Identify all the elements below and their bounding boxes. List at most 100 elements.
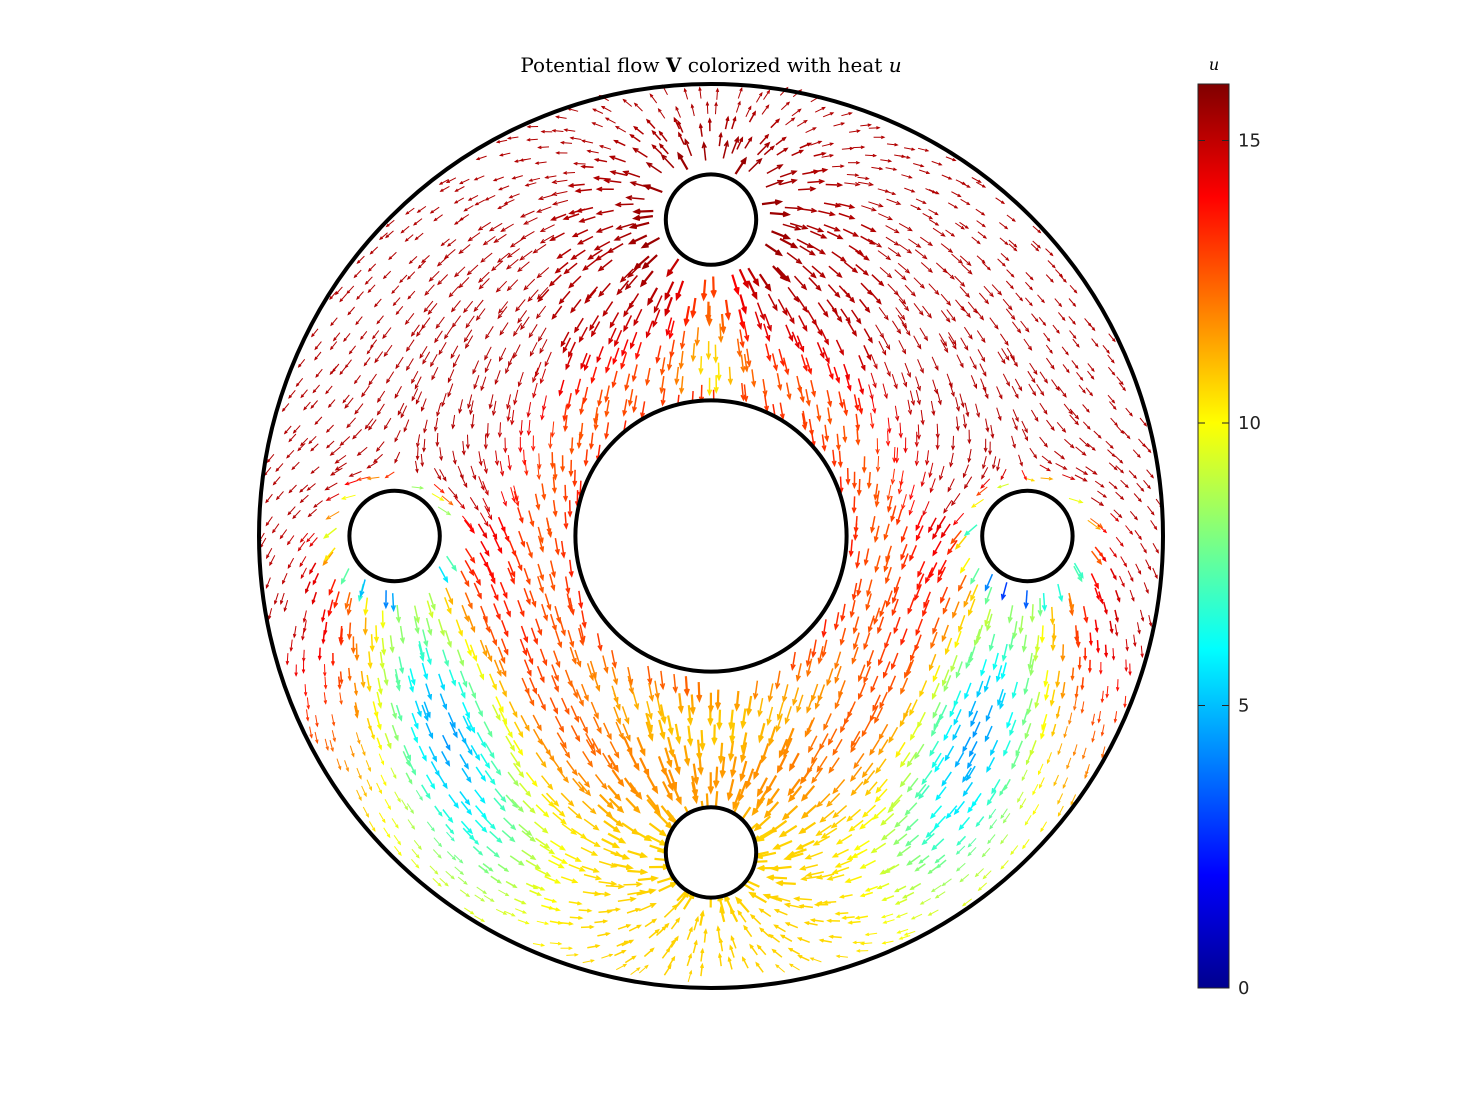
flow-arrow-shaft (1011, 846, 1018, 855)
flow-arrow-shaft (1088, 371, 1094, 379)
flow-arrow (327, 425, 334, 432)
flow-arrow-shaft (1031, 410, 1037, 421)
flow-arrow (434, 484, 444, 493)
flow-arrow (276, 463, 283, 471)
flow-arrow-shaft (959, 575, 966, 590)
flow-arrow (521, 715, 529, 730)
flow-arrow (551, 614, 556, 630)
flow-arrow (1108, 367, 1114, 375)
flow-arrow (1153, 568, 1157, 578)
flow-arrow-shaft (956, 752, 964, 766)
flow-arrow (773, 866, 791, 870)
flow-arrow-shaft (495, 789, 505, 802)
flow-arrow (1141, 543, 1147, 552)
flow-arrow-shaft (375, 352, 383, 363)
flow-arrow-shaft (506, 795, 517, 807)
flow-arrow (362, 786, 367, 796)
flow-arrow (1030, 604, 1034, 621)
flow-arrow (563, 405, 567, 420)
flow-arrow-shaft (536, 805, 548, 817)
flow-arrow-shaft (515, 722, 523, 737)
flow-arrow (936, 424, 939, 438)
flow-arrow (983, 456, 987, 468)
flow-arrow (506, 795, 517, 807)
flow-arrow-shaft (522, 850, 535, 859)
flow-arrow (1064, 726, 1068, 737)
flow-arrow (404, 745, 410, 759)
flow-arrow (869, 616, 874, 632)
flow-arrow-shaft (288, 536, 294, 545)
flow-arrow (850, 600, 855, 616)
flow-arrow-shaft (957, 355, 963, 367)
flow-arrow (421, 399, 426, 411)
flow-arrow (992, 779, 1000, 792)
flow-arrow-shaft (427, 822, 434, 831)
flow-arrow (833, 849, 848, 856)
flow-arrow (379, 754, 383, 765)
flow-arrow (828, 363, 833, 378)
flow-arrow (883, 941, 894, 944)
flow-arrow (1121, 557, 1127, 567)
flow-arrow (1095, 481, 1103, 487)
flow-arrow (848, 809, 861, 820)
flow-arrow (883, 896, 894, 900)
flow-arrow-shaft (908, 855, 921, 864)
flow-arrow (476, 806, 486, 818)
flow-arrow (885, 632, 891, 648)
flow-arrow (923, 501, 929, 515)
flow-arrow (367, 675, 371, 690)
flow-arrow (840, 628, 845, 644)
flow-arrow-shaft (542, 794, 554, 806)
flow-arrow-shaft (394, 835, 400, 844)
flow-arrow-shaft (1054, 451, 1064, 459)
flow-arrow-shaft (830, 758, 840, 772)
flow-arrow (570, 437, 574, 452)
flow-arrow (535, 822, 548, 833)
flow-arrow (525, 660, 531, 675)
flow-arrow-shaft (364, 357, 370, 365)
flow-arrow (754, 760, 761, 778)
flow-arrow (882, 829, 895, 839)
flow-arrow (515, 909, 526, 913)
flow-arrow-shaft (311, 401, 317, 409)
flow-arrow-shaft (863, 805, 875, 816)
flow-arrow (901, 678, 908, 693)
flow-arrow-shaft (908, 778, 918, 791)
flow-arrow-shaft (530, 342, 537, 355)
flow-arrow-shaft (462, 516, 472, 528)
flow-arrow (947, 374, 952, 387)
flow-arrow (479, 451, 482, 465)
flow-arrow (353, 429, 362, 438)
flow-arrow (866, 593, 871, 609)
flow-arrow (407, 804, 413, 814)
flow-arrow (961, 558, 970, 572)
flow-arrow-shaft (1123, 431, 1130, 438)
flow-arrow-shaft (851, 767, 861, 781)
flow-arrow (693, 941, 697, 953)
flow-arrow (1040, 437, 1048, 447)
flow-arrow (495, 789, 505, 802)
flow-arrow (905, 363, 910, 377)
flow-arrow (1046, 358, 1054, 369)
flow-arrow (784, 806, 798, 819)
flow-arrow (343, 395, 349, 403)
flow-arrow (612, 667, 617, 684)
flow-arrow (1100, 662, 1103, 673)
flow-arrow-shaft (283, 403, 289, 411)
flow-arrow (910, 485, 915, 499)
flow-arrow-shaft (1117, 426, 1124, 433)
flow-arrow (803, 786, 815, 800)
flow-arrow (854, 516, 858, 532)
flow-arrow (1028, 653, 1032, 669)
flow-arrow-shaft (880, 724, 888, 739)
flow-arrow-shaft (942, 524, 951, 537)
flow-arrow (1083, 422, 1090, 429)
flow-arrow (426, 723, 432, 738)
flow-arrow (481, 541, 489, 555)
flow-arrow (933, 702, 940, 717)
flow-arrow (568, 500, 572, 516)
flow-arrow-shaft (294, 425, 301, 432)
flow-arrow (552, 855, 567, 863)
flow-arrow (306, 709, 309, 720)
flow-arrow (870, 413, 874, 428)
